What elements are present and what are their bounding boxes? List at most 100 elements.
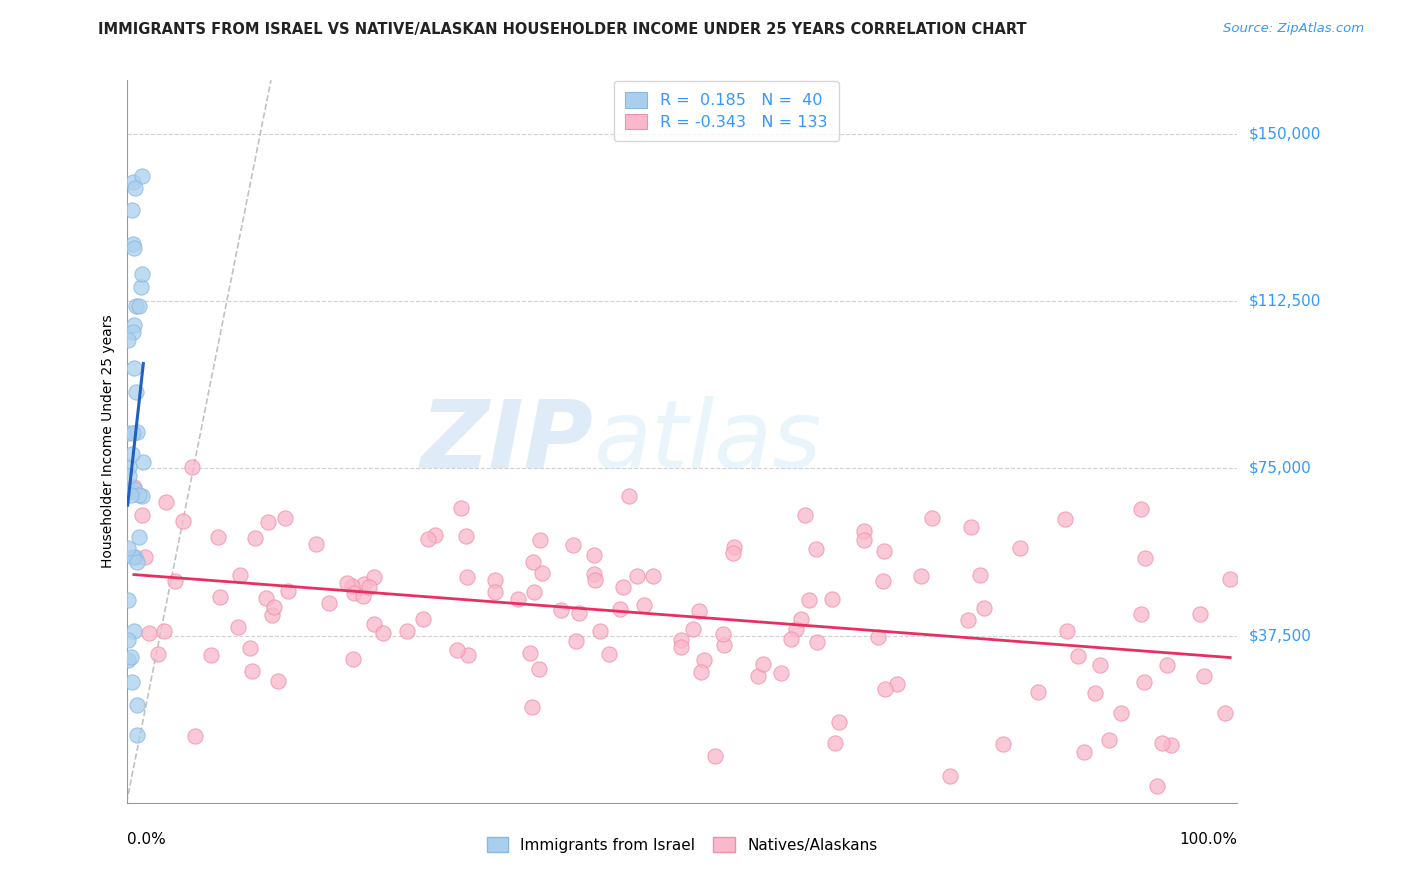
Point [793, 508, 815, 523]
Point [973, 601, 995, 615]
Point [257, 515, 280, 529]
Point [125, 425, 148, 439]
Point [671, 632, 693, 647]
Point [122, 325, 145, 339]
Point [1133, 551, 1156, 566]
Point [395, 624, 418, 638]
Point [155, 495, 177, 509]
Point [872, 574, 894, 588]
Point [172, 515, 194, 529]
Point [117, 541, 139, 555]
Point [121, 203, 143, 218]
Point [1054, 512, 1077, 526]
Y-axis label: Householder Income Under 25 years: Householder Income Under 25 years [101, 315, 115, 568]
Point [690, 665, 713, 679]
Point [693, 653, 716, 667]
Point [277, 584, 299, 599]
Point [363, 616, 385, 631]
Point [446, 643, 468, 657]
Point [122, 241, 145, 255]
Point [789, 612, 811, 626]
Point [226, 620, 249, 634]
Point [531, 566, 554, 581]
Point [238, 640, 260, 655]
Point [450, 500, 472, 515]
Text: ZIP: ZIP [420, 395, 593, 488]
Point [969, 567, 991, 582]
Point [508, 591, 530, 606]
Point [723, 540, 745, 554]
Point [752, 657, 775, 671]
Point [921, 511, 943, 525]
Point [519, 646, 541, 660]
Point [412, 612, 434, 626]
Point [121, 447, 143, 461]
Point [336, 575, 359, 590]
Point [121, 675, 143, 690]
Point [262, 608, 284, 623]
Point [122, 175, 145, 189]
Text: $150,000: $150,000 [1249, 127, 1320, 141]
Point [1084, 686, 1107, 700]
Point [124, 482, 146, 496]
Point [1026, 685, 1049, 699]
Text: $37,500: $37,500 [1249, 628, 1312, 643]
Point [564, 634, 586, 648]
Text: atlas: atlas [593, 396, 821, 487]
Point [131, 267, 153, 281]
Point [583, 566, 606, 581]
Point [797, 593, 820, 607]
Point [423, 528, 446, 542]
Point [363, 570, 385, 584]
Point [957, 613, 980, 627]
Point [274, 510, 297, 524]
Point [128, 299, 150, 313]
Point [713, 627, 735, 641]
Point [207, 530, 229, 544]
Point [853, 533, 876, 548]
Point [134, 550, 156, 565]
Point [121, 237, 143, 252]
Point [456, 570, 478, 584]
Point [886, 677, 908, 691]
Point [121, 425, 143, 440]
Point [1188, 607, 1211, 621]
Point [267, 673, 290, 688]
Point [357, 580, 380, 594]
Text: $75,000: $75,000 [1249, 461, 1312, 475]
Point [682, 623, 704, 637]
Point [669, 640, 692, 654]
Point [910, 569, 932, 583]
Point [598, 648, 620, 662]
Point [821, 592, 844, 607]
Point [1073, 746, 1095, 760]
Point [125, 299, 148, 313]
Point [853, 524, 876, 539]
Point [713, 638, 735, 652]
Point [118, 469, 141, 483]
Point [153, 624, 176, 639]
Point [1132, 675, 1154, 690]
Point [352, 590, 374, 604]
Point [129, 279, 152, 293]
Point [1130, 501, 1153, 516]
Point [1111, 706, 1133, 720]
Point [124, 549, 146, 564]
Point [612, 580, 634, 594]
Point [522, 555, 544, 569]
Point [938, 769, 960, 783]
Point [1056, 624, 1078, 638]
Point [641, 568, 664, 582]
Point [124, 181, 146, 195]
Point [1146, 780, 1168, 794]
Point [242, 664, 264, 678]
Point [785, 622, 807, 636]
Point [868, 630, 890, 644]
Point [806, 634, 828, 648]
Point [138, 626, 160, 640]
Point [747, 669, 769, 683]
Point [128, 530, 150, 544]
Point [568, 606, 591, 620]
Point [318, 596, 340, 610]
Point [120, 483, 142, 498]
